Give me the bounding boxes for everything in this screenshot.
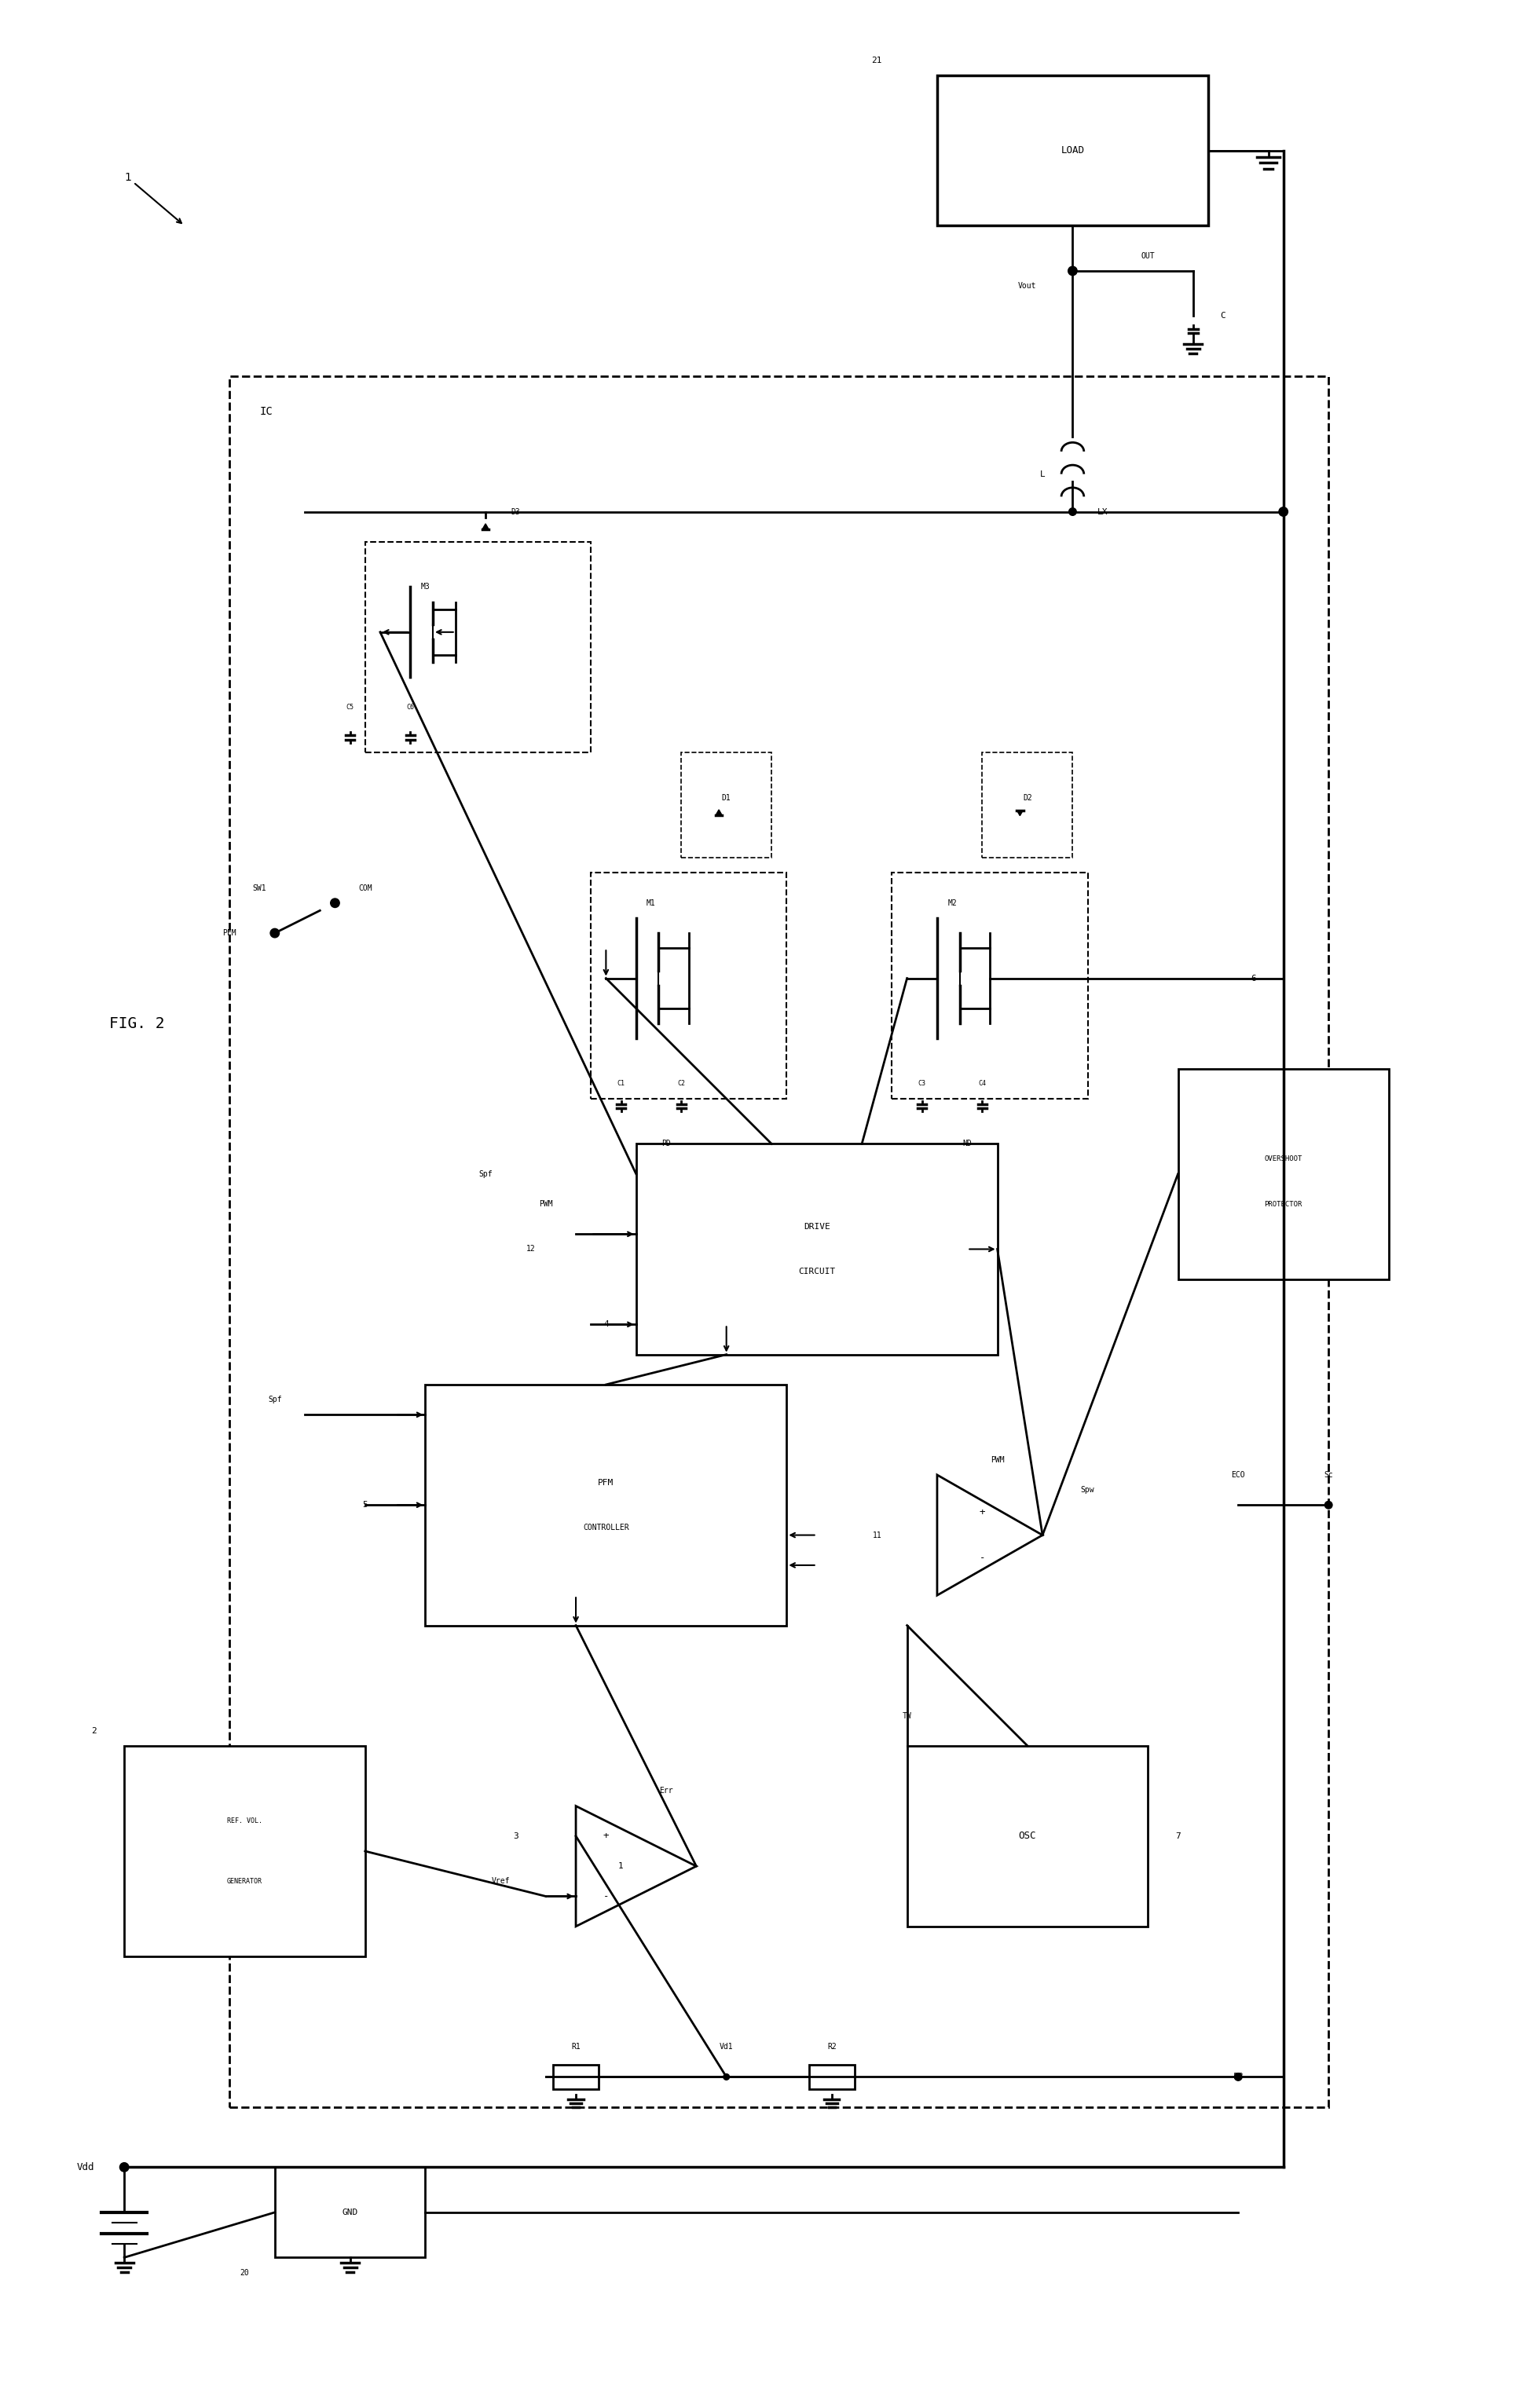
Text: OUT: OUT <box>1141 253 1154 260</box>
Text: Vd1: Vd1 <box>720 2042 734 2052</box>
Text: SW1: SW1 <box>253 884 266 891</box>
Circle shape <box>1068 508 1076 515</box>
Text: 20: 20 <box>241 2268 250 2276</box>
Text: OVERSHOOT: OVERSHOOT <box>1265 1156 1303 1163</box>
Bar <box>554 2064 599 2088</box>
Text: C2: C2 <box>678 1081 685 1086</box>
Bar <box>230 376 1328 2107</box>
Polygon shape <box>716 809 722 814</box>
Text: PD: PD <box>661 1139 670 1149</box>
Text: 12: 12 <box>527 1245 536 1252</box>
Text: 2: 2 <box>91 1727 97 1734</box>
Text: C5: C5 <box>346 703 354 710</box>
Text: OSC: OSC <box>1018 1830 1036 1842</box>
Text: 4: 4 <box>604 1320 608 1329</box>
Text: CIRCUIT: CIRCUIT <box>799 1267 835 1276</box>
Text: L: L <box>1039 470 1045 479</box>
Text: FIG. 2: FIG. 2 <box>109 1016 165 1031</box>
Bar <box>982 751 1073 857</box>
Text: ECO: ECO <box>1232 1471 1245 1479</box>
Bar <box>275 2167 425 2259</box>
Text: IC: IC <box>260 407 272 417</box>
Text: COM: COM <box>359 884 372 891</box>
Text: 1: 1 <box>124 171 182 224</box>
Circle shape <box>1068 267 1077 275</box>
Text: LOAD: LOAD <box>1061 144 1085 157</box>
Text: -: - <box>604 1890 608 1902</box>
Text: R2: R2 <box>828 2042 837 2052</box>
Text: 21: 21 <box>871 55 882 65</box>
Polygon shape <box>483 523 489 530</box>
Text: Vref: Vref <box>492 1878 510 1885</box>
Bar <box>635 1144 997 1353</box>
Text: C6: C6 <box>407 703 415 710</box>
Bar <box>1179 1069 1389 1279</box>
Text: -: - <box>979 1553 985 1563</box>
Circle shape <box>1325 1500 1333 1510</box>
Text: FB: FB <box>1233 2073 1244 2081</box>
Text: GENERATOR: GENERATOR <box>227 1878 262 1885</box>
Text: D1: D1 <box>722 795 731 802</box>
Bar <box>906 1746 1148 1926</box>
Text: Spf: Spf <box>268 1397 281 1404</box>
Bar <box>124 1746 365 1955</box>
Polygon shape <box>576 1806 696 1926</box>
Text: GND: GND <box>342 2208 359 2215</box>
Text: +: + <box>979 1507 985 1517</box>
Text: 1: 1 <box>619 1861 623 1871</box>
Circle shape <box>120 2162 129 2172</box>
Text: D3: D3 <box>511 508 520 515</box>
Bar <box>425 1385 787 1625</box>
Text: 3: 3 <box>513 1832 519 1840</box>
Bar <box>365 542 592 751</box>
Text: Vdd: Vdd <box>77 2162 94 2172</box>
Text: PROTECTOR: PROTECTOR <box>1265 1202 1303 1206</box>
Circle shape <box>1278 508 1288 515</box>
Polygon shape <box>937 1474 1042 1594</box>
Text: PFM: PFM <box>598 1479 614 1486</box>
Circle shape <box>723 2073 729 2081</box>
Text: 7: 7 <box>1176 1832 1180 1840</box>
Text: 5: 5 <box>363 1500 368 1510</box>
Bar <box>893 874 1088 1098</box>
Bar <box>809 2064 855 2088</box>
Text: CONTROLLER: CONTROLLER <box>583 1524 629 1531</box>
Circle shape <box>1235 2073 1242 2081</box>
Text: LX: LX <box>1097 508 1108 515</box>
Text: 11: 11 <box>873 1531 882 1539</box>
Bar <box>681 751 772 857</box>
Text: R1: R1 <box>572 2042 581 2052</box>
Circle shape <box>271 929 280 937</box>
Text: TW: TW <box>902 1712 912 1719</box>
Polygon shape <box>1017 811 1023 816</box>
Text: Vout: Vout <box>1018 282 1036 289</box>
Text: M2: M2 <box>947 898 956 908</box>
Text: C1: C1 <box>617 1081 625 1086</box>
Text: Err: Err <box>660 1787 673 1794</box>
Text: M1: M1 <box>646 898 655 908</box>
Text: M3: M3 <box>421 583 430 590</box>
Text: Sc: Sc <box>1324 1471 1333 1479</box>
Text: REF. VOL.: REF. VOL. <box>227 1818 262 1825</box>
Text: +: + <box>604 1830 608 1842</box>
Text: 6: 6 <box>1251 975 1256 982</box>
Text: C: C <box>1221 313 1226 320</box>
Text: PWM: PWM <box>539 1199 552 1209</box>
Text: D2: D2 <box>1023 795 1032 802</box>
Text: ND: ND <box>962 1139 971 1149</box>
Bar <box>937 75 1207 226</box>
Text: PFM: PFM <box>222 929 236 937</box>
Text: PWM: PWM <box>991 1457 1005 1464</box>
Text: C3: C3 <box>918 1081 926 1086</box>
Bar <box>592 874 787 1098</box>
Text: C4: C4 <box>979 1081 986 1086</box>
Text: Spw: Spw <box>1080 1486 1094 1493</box>
Circle shape <box>330 898 339 908</box>
Text: DRIVE: DRIVE <box>803 1223 831 1230</box>
Text: Spf: Spf <box>478 1170 492 1178</box>
